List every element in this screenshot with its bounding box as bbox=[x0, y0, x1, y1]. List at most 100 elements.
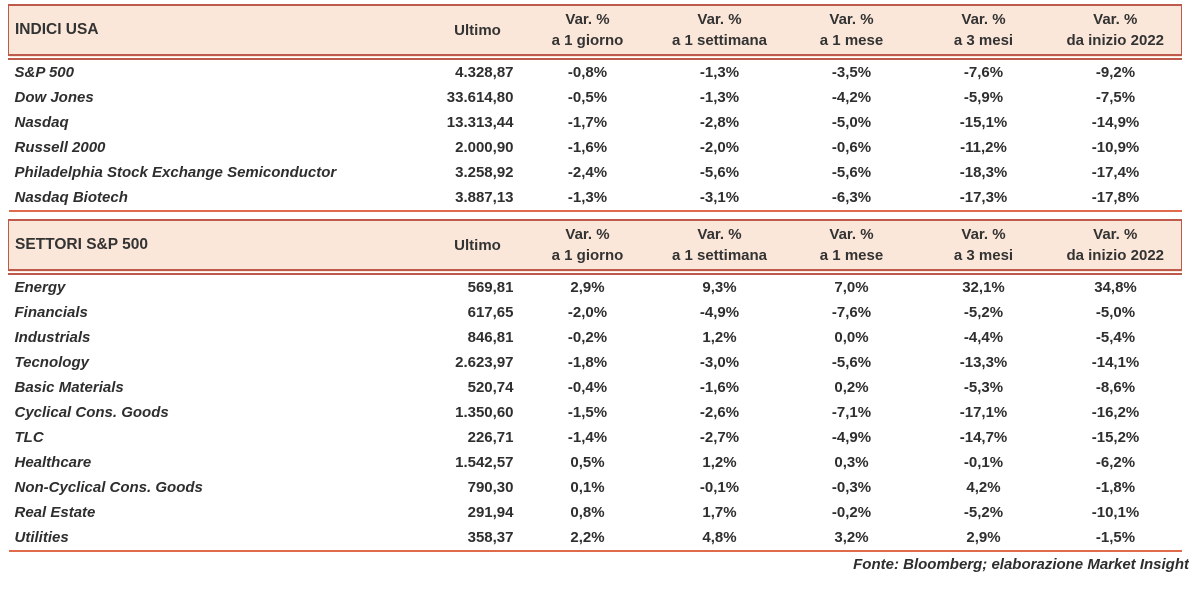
ultimo-value: 33.614,80 bbox=[446, 89, 514, 106]
var-header-line2: a 1 giorno bbox=[551, 32, 624, 49]
row-label: Financials bbox=[14, 304, 88, 321]
var-column-header: Var. % a 1 giorno bbox=[521, 219, 654, 275]
ultimo-value: 1.350,60 bbox=[455, 404, 514, 421]
ultimo-value: 569,81 bbox=[467, 279, 514, 296]
var-value: -1,7% bbox=[567, 114, 608, 131]
ultimo-value: 790,30 bbox=[467, 479, 514, 496]
var-value: -7,6% bbox=[963, 64, 1004, 81]
var-value: 32,1% bbox=[962, 279, 1005, 296]
row-label: Dow Jones bbox=[14, 89, 94, 106]
ultimo-value: 226,71 bbox=[467, 429, 514, 446]
var-value: -6,3% bbox=[785, 185, 918, 212]
table-row: Energy 569,81 2,9% 9,3% 7,0% 32,1% 34,8% bbox=[9, 272, 1182, 300]
var-value: -11,2% bbox=[960, 139, 1007, 156]
var-value: -5,4% bbox=[1095, 329, 1136, 346]
var-header-line2: a 1 mese bbox=[819, 32, 884, 49]
var-header-line2: da inizio 2022 bbox=[1066, 247, 1165, 264]
var-value: -0,2% bbox=[831, 504, 872, 521]
table-row: Basic Materials 520,74 -0,4% -1,6% 0,2% -5,3%… bbox=[9, 375, 1182, 400]
var-value: -13,3% bbox=[959, 354, 1008, 371]
var-value: 1,7% bbox=[702, 504, 737, 521]
var-value: -6,2% bbox=[1095, 454, 1136, 471]
var-value: 3,2% bbox=[785, 525, 918, 552]
ultimo-value: 4.328,87 bbox=[455, 64, 514, 81]
row-label: Industrials bbox=[14, 329, 91, 346]
var-value: 0,0% bbox=[834, 329, 869, 346]
var-value: -0,4% bbox=[567, 379, 608, 396]
var-header-line1: Var. % bbox=[829, 11, 874, 28]
row-label: Energy bbox=[14, 279, 66, 296]
row-label: Real Estate bbox=[14, 504, 96, 521]
ultimo-value: 2.000,90 bbox=[455, 139, 514, 156]
row-label: Nasdaq Biotech bbox=[8, 185, 434, 212]
var-header-line2: a 1 settimana bbox=[671, 32, 768, 49]
var-value: -14,1% bbox=[1091, 354, 1140, 371]
var-value: -1,3% bbox=[699, 64, 740, 81]
ultimo-value: 1.542,57 bbox=[455, 454, 514, 471]
ultimo-value: 13.313,44 bbox=[446, 114, 514, 131]
var-header-line1: Var. % bbox=[697, 11, 742, 28]
var-value: -2,6% bbox=[699, 404, 740, 421]
var-value: -1,5% bbox=[1049, 525, 1182, 552]
var-header-line1: Var. % bbox=[1093, 226, 1138, 243]
var-value: -10,1% bbox=[1091, 504, 1140, 521]
source-note: Fonte: Bloomberg; elaborazione Market In… bbox=[853, 556, 1189, 573]
var-value: -5,0% bbox=[1095, 304, 1136, 321]
var-value: -1,5% bbox=[567, 404, 608, 421]
var-header-line2: a 3 mesi bbox=[953, 32, 1014, 49]
ultimo-value: 520,74 bbox=[467, 379, 514, 396]
market-report-page: INDICI USA Ultimo Var. % a 1 giorno Var.… bbox=[8, 4, 1189, 573]
var-value: 0,5% bbox=[570, 454, 605, 471]
ultimo-value: 617,65 bbox=[467, 304, 514, 321]
var-column-header: Var. % a 1 settimana bbox=[653, 219, 786, 275]
var-value: -17,8% bbox=[1049, 185, 1182, 212]
row-label: TLC bbox=[14, 429, 44, 446]
ultimo-value: 846,81 bbox=[467, 329, 514, 346]
var-value: 0,8% bbox=[570, 504, 605, 521]
var-value: -10,9% bbox=[1091, 139, 1140, 156]
var-value: -2,0% bbox=[567, 304, 608, 321]
var-value: -15,2% bbox=[1091, 429, 1140, 446]
var-header-line1: Var. % bbox=[565, 11, 610, 28]
var-value: -0,1% bbox=[699, 479, 740, 496]
ultimo-column-header: Ultimo bbox=[433, 219, 522, 275]
var-header-line2: a 1 mese bbox=[819, 247, 884, 264]
row-label: Cyclical Cons. Goods bbox=[14, 404, 169, 421]
var-value: -14,7% bbox=[959, 429, 1008, 446]
var-value: -5,9% bbox=[963, 89, 1004, 106]
var-value: 9,3% bbox=[702, 279, 737, 296]
row-label: Russell 2000 bbox=[14, 139, 106, 156]
table-row: Tecnology 2.623,97 -1,8% -3,0% -5,6% -13,3% -1… bbox=[9, 350, 1182, 375]
ultimo-value: 291,94 bbox=[467, 504, 514, 521]
row-label: Nasdaq bbox=[14, 114, 69, 131]
var-value: -4,9% bbox=[831, 429, 872, 446]
var-value: 34,8% bbox=[1094, 279, 1137, 296]
var-value: -0,2% bbox=[567, 329, 608, 346]
var-value: -18,3% bbox=[959, 164, 1008, 181]
var-value: -1,3% bbox=[521, 185, 654, 212]
var-value: -2,4% bbox=[567, 164, 608, 181]
var-value: -5,0% bbox=[831, 114, 872, 131]
var-column-header: Var. % da inizio 2022 bbox=[1049, 219, 1182, 275]
var-value: -9,2% bbox=[1095, 64, 1136, 81]
var-value: -5,6% bbox=[699, 164, 740, 181]
var-value: -0,1% bbox=[963, 454, 1004, 471]
ultimo-value: 358,37 bbox=[433, 525, 522, 552]
var-value: -0,5% bbox=[567, 89, 608, 106]
table-row: Dow Jones 33.614,80 -0,5% -1,3% -4,2% -5,9% -7… bbox=[9, 85, 1182, 110]
var-value: -7,6% bbox=[831, 304, 872, 321]
var-value: -0,8% bbox=[567, 64, 608, 81]
var-header-line1: Var. % bbox=[565, 226, 610, 243]
settori-sp500-table: SETTORI S&P 500 Ultimo Var. % a 1 giorno… bbox=[8, 219, 1182, 552]
var-value: 2,9% bbox=[570, 279, 605, 296]
table-row: Philadelphia Stock Exchange Semiconducto… bbox=[9, 160, 1182, 185]
var-value: -0,3% bbox=[831, 479, 872, 496]
var-value: -1,8% bbox=[1095, 479, 1136, 496]
var-value: 4,2% bbox=[966, 479, 1001, 496]
var-value: -15,1% bbox=[959, 114, 1008, 131]
var-value: -5,6% bbox=[831, 354, 872, 371]
var-value: -2,7% bbox=[699, 429, 740, 446]
ultimo-value: 3.887,13 bbox=[433, 185, 522, 212]
table-row: Healthcare 1.542,57 0,5% 1,2% 0,3% -0,1% -6,2% bbox=[9, 450, 1182, 475]
var-value: -3,1% bbox=[653, 185, 786, 212]
